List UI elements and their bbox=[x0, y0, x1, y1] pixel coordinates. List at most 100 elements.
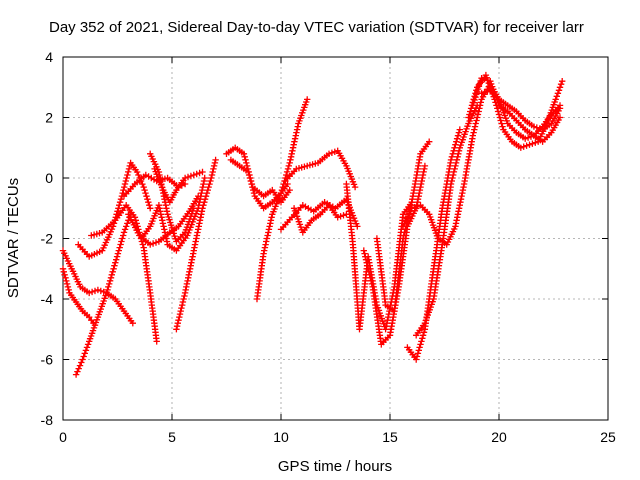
plus-marker bbox=[469, 132, 476, 139]
plus-marker bbox=[114, 208, 121, 215]
plus-marker bbox=[173, 326, 180, 333]
plus-marker bbox=[190, 171, 197, 179]
plus-marker bbox=[117, 196, 125, 203]
plus-marker bbox=[153, 338, 160, 345]
plus-marker bbox=[415, 347, 422, 354]
plus-marker bbox=[156, 171, 163, 179]
plus-marker bbox=[454, 132, 462, 139]
plus-marker bbox=[105, 283, 112, 291]
plus-marker bbox=[362, 256, 370, 263]
plus-marker bbox=[76, 362, 84, 369]
plus-marker bbox=[181, 174, 189, 182]
plus-marker bbox=[533, 124, 540, 131]
plus-marker bbox=[312, 160, 319, 167]
plus-marker bbox=[448, 153, 456, 160]
plus-marker bbox=[181, 292, 188, 300]
plus-marker bbox=[179, 301, 186, 309]
plus-marker bbox=[290, 141, 297, 148]
plus-marker bbox=[75, 365, 82, 372]
plus-marker bbox=[293, 129, 300, 136]
plus-marker bbox=[196, 217, 204, 224]
plus-marker bbox=[559, 78, 566, 85]
plus-marker bbox=[63, 280, 71, 288]
plus-marker bbox=[522, 135, 529, 142]
plus-marker bbox=[113, 253, 121, 260]
plus-marker bbox=[288, 150, 295, 157]
plus-marker bbox=[174, 320, 181, 327]
x-tick-label: 10 bbox=[273, 429, 289, 445]
plus-marker bbox=[526, 141, 533, 148]
plus-marker bbox=[470, 129, 477, 136]
plus-marker bbox=[452, 162, 459, 170]
plus-marker bbox=[476, 105, 483, 112]
plus-marker bbox=[177, 307, 184, 315]
data-series-arc-14 bbox=[253, 96, 311, 303]
plus-marker bbox=[286, 159, 293, 167]
plus-marker bbox=[205, 183, 212, 191]
plus-marker bbox=[115, 247, 122, 254]
plus-marker bbox=[484, 77, 491, 84]
plus-marker bbox=[207, 177, 214, 185]
chart-title: Day 352 of 2021, Sidereal Day-to-day VTE… bbox=[49, 19, 584, 36]
plus-marker bbox=[455, 205, 463, 212]
plus-marker bbox=[59, 265, 67, 272]
plus-marker bbox=[471, 123, 479, 130]
plus-marker bbox=[368, 280, 375, 288]
plus-marker bbox=[201, 196, 209, 203]
plus-marker bbox=[400, 232, 407, 239]
plus-marker bbox=[186, 268, 193, 275]
plus-marker bbox=[455, 129, 463, 136]
plus-marker bbox=[82, 347, 90, 354]
plus-marker bbox=[146, 202, 153, 209]
plus-marker bbox=[158, 214, 165, 221]
plus-marker bbox=[121, 226, 129, 233]
plus-marker bbox=[97, 287, 104, 295]
plus-marker bbox=[74, 368, 81, 375]
plus-marker bbox=[178, 304, 185, 312]
plus-marker bbox=[181, 180, 189, 188]
plus-marker bbox=[449, 150, 456, 157]
y-axis-label: SDTVAR / TECUs bbox=[5, 178, 22, 298]
plus-marker bbox=[266, 223, 273, 230]
plus-marker bbox=[196, 169, 203, 177]
plus-marker bbox=[455, 150, 462, 157]
data-series-arc-02 bbox=[59, 247, 136, 327]
data-series-layer bbox=[59, 71, 566, 378]
plus-marker bbox=[420, 329, 428, 336]
data-series-arc-20 bbox=[373, 138, 433, 315]
plus-marker bbox=[453, 217, 460, 224]
plus-marker bbox=[113, 256, 120, 263]
plus-marker bbox=[115, 205, 122, 212]
plus-marker bbox=[448, 177, 455, 185]
plus-marker bbox=[116, 199, 124, 206]
data-series-arc-15 bbox=[282, 147, 359, 191]
plus-marker bbox=[530, 123, 538, 130]
axis-ticks: 0 5 10 15 20 25 -8 -6 -4 -2 0 2 4 bbox=[41, 49, 616, 445]
plus-marker bbox=[173, 323, 181, 330]
plus-marker bbox=[481, 76, 488, 83]
data-series-arc-03 bbox=[72, 211, 134, 378]
plus-marker bbox=[175, 317, 182, 324]
plus-marker bbox=[467, 108, 474, 115]
plus-marker bbox=[247, 177, 254, 185]
plus-marker bbox=[203, 189, 211, 197]
plus-marker bbox=[554, 90, 562, 97]
plus-marker bbox=[176, 313, 183, 321]
plus-marker bbox=[414, 350, 422, 357]
plus-marker bbox=[120, 229, 128, 236]
plus-marker bbox=[277, 189, 285, 197]
plus-marker bbox=[499, 123, 506, 130]
plus-marker bbox=[72, 371, 80, 378]
plus-marker bbox=[190, 205, 197, 212]
plus-marker bbox=[159, 220, 167, 227]
plus-marker bbox=[120, 232, 127, 239]
plus-marker bbox=[83, 344, 91, 351]
plus-marker bbox=[284, 165, 292, 173]
plus-marker bbox=[94, 286, 102, 294]
plus-marker bbox=[264, 232, 271, 239]
plus-marker bbox=[246, 174, 254, 182]
plus-marker bbox=[206, 180, 213, 188]
plus-marker bbox=[80, 353, 87, 360]
plus-marker bbox=[184, 173, 192, 181]
